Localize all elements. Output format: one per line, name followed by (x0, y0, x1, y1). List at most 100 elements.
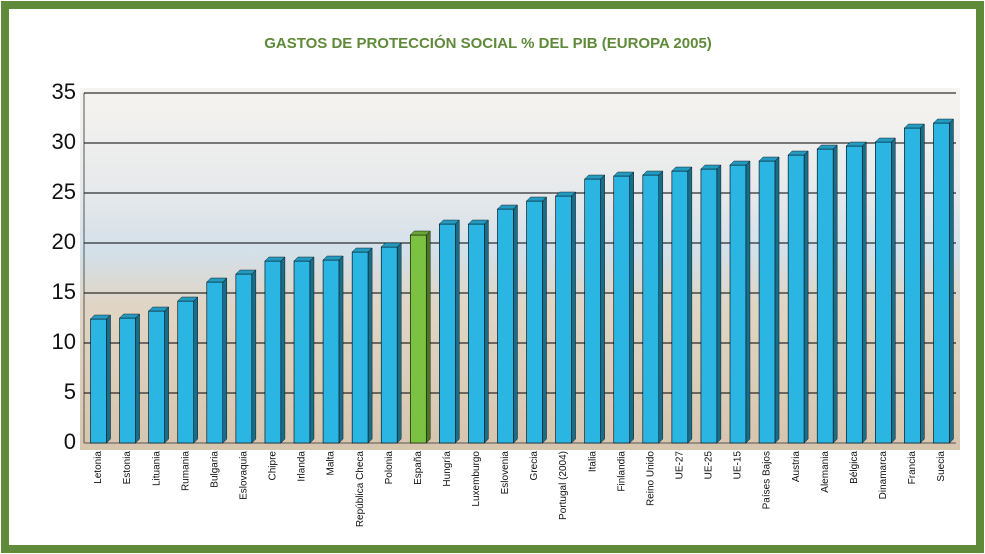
bar (294, 261, 310, 443)
x-tick-label: Finlandia (616, 451, 627, 492)
bar (468, 224, 484, 443)
bar (701, 169, 717, 443)
bar-side (310, 257, 314, 443)
x-tick-label: UE-15 (733, 451, 744, 480)
bar (585, 179, 601, 443)
x-tick-label: Polonia (384, 451, 395, 485)
bar-side (397, 243, 401, 443)
bar-side (572, 192, 576, 443)
bar-side (107, 315, 111, 443)
x-tick-label: Dinamarca (878, 451, 889, 500)
bar (614, 176, 630, 443)
bar-side (862, 142, 866, 443)
bar (817, 149, 833, 443)
y-tick-label: 5 (64, 379, 76, 404)
bar-side (136, 314, 140, 443)
x-tick-label: España (413, 451, 424, 485)
bar-side (252, 270, 256, 443)
x-tick-label: Alemania (820, 451, 831, 493)
bar-side (659, 171, 663, 443)
y-tick-label: 20 (52, 229, 76, 254)
bar-side (891, 138, 895, 443)
chart-title: GASTOS DE PROTECCIÓN SOCIAL % DEL PIB (E… (264, 34, 712, 52)
bar-side (543, 197, 547, 443)
bar (672, 171, 688, 443)
y-tick-label: 30 (52, 129, 76, 154)
bar (323, 260, 339, 443)
bar (904, 128, 920, 443)
bar-side (281, 257, 285, 443)
bar-side (484, 220, 488, 443)
bar (207, 282, 223, 443)
bar-side (194, 297, 198, 443)
x-tick-label: Rumania (180, 451, 191, 491)
bar (120, 318, 136, 443)
bar (527, 201, 543, 443)
x-tick-label: Bulgaria (209, 451, 220, 488)
x-tick-label: Malta (326, 451, 337, 476)
bar (352, 252, 368, 443)
bar-side (717, 165, 721, 443)
x-tick-label: Letonia (93, 451, 104, 484)
x-tick-label: Eslovenia (500, 451, 511, 495)
bar-side (223, 278, 227, 443)
x-tick-label: Bélgica (849, 451, 860, 484)
bar (759, 161, 775, 443)
x-tick-label: Irlanda (297, 451, 308, 482)
chart: GASTOS DE PROTECCIÓN SOCIAL % DEL PIB (E… (0, 0, 985, 554)
bar (497, 209, 513, 443)
x-tick-label: Luxemburgo (471, 451, 482, 507)
bar-side (368, 248, 372, 443)
x-tick-label: Reino Unido (645, 451, 656, 506)
bar-side (775, 157, 779, 443)
x-tick-label: Austria (791, 451, 802, 483)
x-tick-label: Francia (907, 451, 918, 485)
bar (91, 319, 107, 443)
bar (149, 311, 165, 443)
bar (178, 301, 194, 443)
y-tick-label: 25 (52, 179, 76, 204)
bar-side (165, 307, 169, 443)
bar (730, 165, 746, 443)
y-tick-label: 0 (64, 429, 76, 454)
y-tick-label: 35 (52, 79, 76, 104)
bar-side (833, 145, 837, 443)
bar (846, 146, 862, 443)
x-tick-label: Portugal (2004) (558, 451, 569, 520)
bar (933, 123, 949, 443)
bar (381, 247, 397, 443)
x-tick-label: UE-25 (704, 451, 715, 480)
x-tick-label: Hungría (442, 451, 453, 487)
bar-side (949, 119, 953, 443)
bar-side (804, 151, 808, 443)
x-tick-label: República Checa (355, 451, 366, 528)
bar-side (339, 256, 343, 443)
x-tick-label: Chipre (268, 451, 279, 481)
bar (439, 224, 455, 443)
x-tick-label: Eslovaquia (239, 451, 250, 500)
x-tick-label: UE-27 (675, 451, 686, 480)
y-tick-label: 15 (52, 279, 76, 304)
bar-side (601, 175, 605, 443)
x-tick-label: Países Bajos (762, 451, 773, 509)
bar-side (513, 205, 517, 443)
bar-side (455, 220, 459, 443)
x-tick-label: Lituania (151, 451, 162, 486)
x-tick-label: Grecia (529, 451, 540, 481)
bar-side (920, 124, 924, 443)
x-tick-label: Suecia (936, 451, 947, 482)
y-tick-label: 10 (52, 329, 76, 354)
bar (265, 261, 281, 443)
bar-side (746, 161, 750, 443)
bar (236, 274, 252, 443)
bar-side (688, 167, 692, 443)
bar (788, 155, 804, 443)
bar (875, 142, 891, 443)
bar (556, 196, 572, 443)
x-tick-label: Italia (587, 451, 598, 473)
bar (643, 175, 659, 443)
x-tick-label: Estonia (122, 451, 133, 485)
bar-side (630, 172, 634, 443)
bar (410, 235, 426, 443)
bar-side (426, 231, 430, 443)
